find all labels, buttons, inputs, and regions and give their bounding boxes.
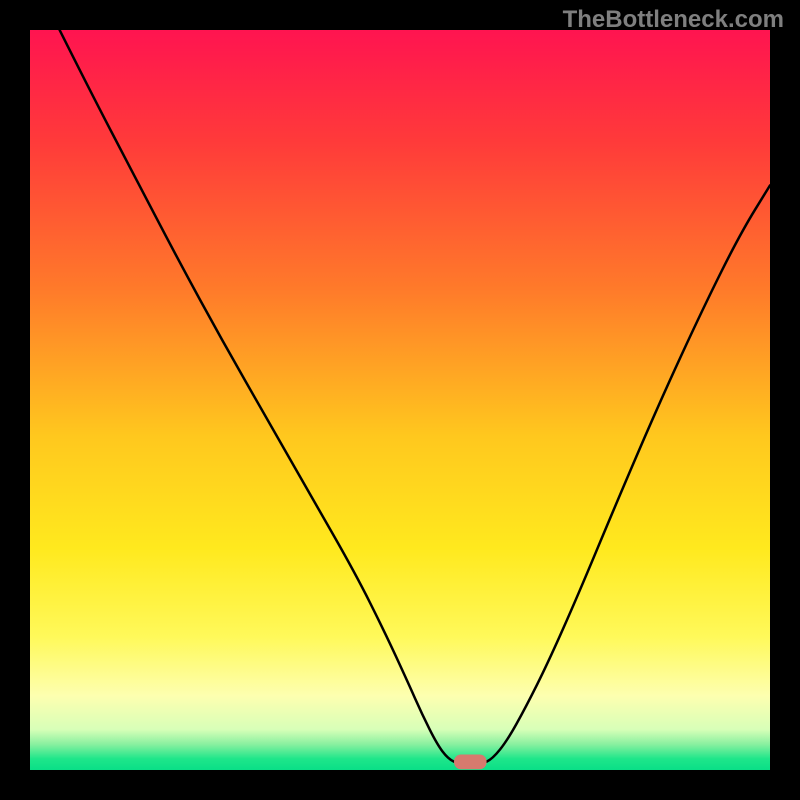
optimal-point-marker xyxy=(454,754,487,769)
gradient-background xyxy=(30,30,770,770)
watermark-text: TheBottleneck.com xyxy=(563,6,784,34)
chart-frame xyxy=(30,30,770,770)
bottleneck-curve-chart xyxy=(30,30,770,770)
